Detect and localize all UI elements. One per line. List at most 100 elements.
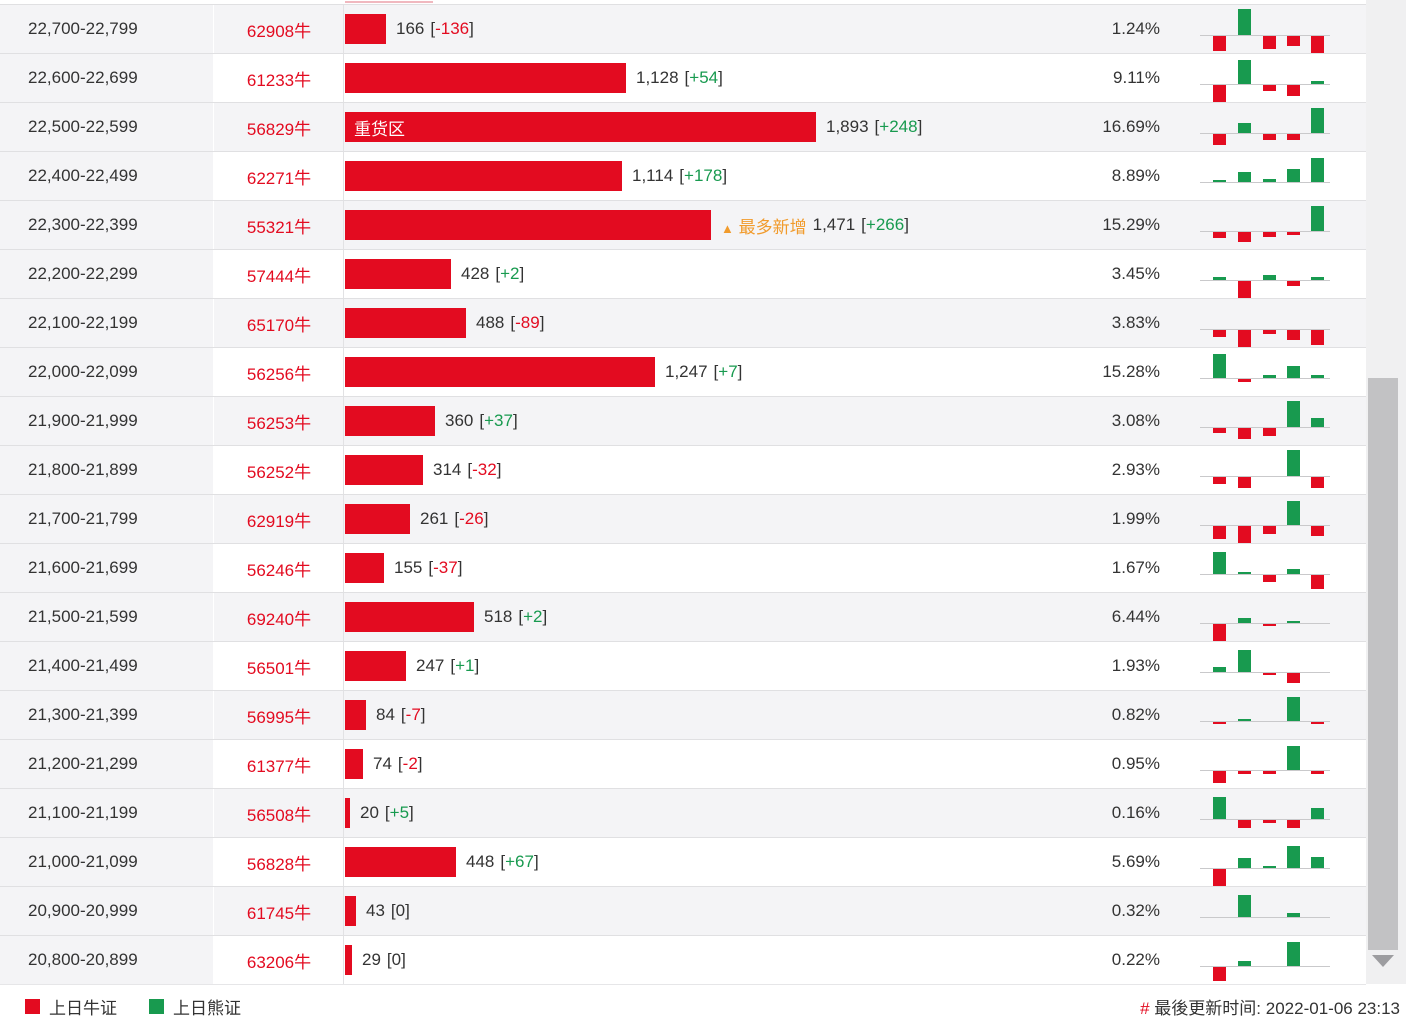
mini-bar-bear-green (1238, 858, 1251, 868)
mini-bar-bear-green (1287, 569, 1300, 574)
daily-change-value: +1 (455, 656, 475, 675)
mini-bar-bear-green (1213, 354, 1226, 378)
percent-share-cell: 2.93% (1111, 460, 1160, 479)
mini-bar-bull-red (1263, 820, 1276, 823)
bull-certificate-code: 61377牛 (215, 740, 344, 788)
history-mini-chart (1190, 348, 1350, 396)
table-row: 21,200-21,299 61377牛 74 [-2] 0.95% (0, 739, 1366, 788)
mini-chart-baseline (1200, 574, 1330, 575)
mini-bar-bull-red (1213, 869, 1226, 887)
price-range-cell: 21,500-21,599 (0, 593, 214, 641)
mini-bar-bull-red (1311, 575, 1324, 589)
bull-certificate-code: 56995牛 (215, 691, 344, 739)
mini-bar-bull-red (1238, 330, 1251, 350)
percent-share-cell: 0.22% (1111, 950, 1160, 969)
history-mini-chart (1190, 593, 1350, 643)
value-line: 1,247 [+7] (665, 362, 742, 382)
mini-bar-bear-green (1287, 942, 1300, 966)
volume-bar-cell: 1,128 [+54] (345, 54, 1060, 102)
daily-change-bracket: [+178] (679, 166, 728, 185)
mini-chart-baseline (1200, 672, 1330, 673)
vertical-scrollbar-track[interactable] (1366, 0, 1406, 984)
legend: 上日牛证 上日熊证 (25, 994, 241, 1019)
outstanding-quantity-value: 428 (461, 264, 490, 283)
mini-bar-bull-red (1238, 379, 1251, 382)
mini-bar-bull-red (1287, 820, 1300, 828)
mini-bar-bear-green (1213, 552, 1226, 574)
mini-bar-bull-red (1287, 232, 1300, 235)
table-row: 22,100-22,199 65170牛 488 [-89] 3.83% (0, 298, 1366, 350)
volume-bar-cell: 重货区 1,893 [+248] (345, 103, 1060, 151)
table-row: 22,300-22,399 55321牛 ▲ 最多新增 1,471 [+266] 15.2… (0, 200, 1366, 249)
percent-share-cell: 3.08% (1111, 411, 1160, 430)
value-line: 1,128 [+54] (636, 68, 723, 88)
daily-change-bracket: [+67] (500, 852, 539, 871)
volume-bar (345, 651, 406, 681)
price-range-cell: 22,500-22,599 (0, 103, 214, 151)
bull-certificate-code: 62919牛 (215, 495, 344, 543)
daily-change-value: -32 (472, 460, 497, 479)
mini-bar-bear-green (1238, 961, 1251, 966)
outstanding-quantity-value: 74 (373, 754, 392, 773)
bull-certificate-code: 56829牛 (215, 103, 344, 151)
table-row: 22,400-22,499 62271牛 1,114 [+178] 8.89% (0, 151, 1366, 200)
table-row: 20,900-20,999 61745牛 43 [0] 0.32% (0, 886, 1366, 935)
percent-share-cell: 15.28% (1102, 362, 1160, 381)
mini-bar-bull-red (1311, 36, 1324, 54)
daily-change-bracket: [+7] (713, 362, 743, 381)
mini-bar-bull-red (1238, 820, 1251, 828)
outstanding-quantity-value: 20 (360, 803, 379, 822)
history-mini-chart (1190, 740, 1350, 788)
legend-bear-label: 上日熊证 (173, 999, 241, 1018)
mini-bar-bear-green (1311, 81, 1324, 84)
mini-bar-bull-red (1311, 330, 1324, 345)
table-rows-container: 22,700-22,799 62908牛 166 [-136] 1.24% 22,600-… (0, 4, 1366, 984)
value-line: 20 [+5] (360, 803, 414, 823)
price-range-cell: 21,100-21,199 (0, 789, 214, 837)
bull-certificate-code: 55321牛 (215, 201, 344, 249)
history-mini-chart (1190, 936, 1350, 984)
price-range-cell: 21,000-21,099 (0, 838, 214, 886)
daily-change-value: -2 (402, 754, 418, 773)
mini-bar-bear-green (1238, 572, 1251, 574)
bull-certificate-code: 56828牛 (215, 838, 344, 886)
mini-bar-bear-green (1287, 169, 1300, 182)
mini-bar-bull-red (1263, 526, 1276, 534)
mini-bar-bull-red (1287, 673, 1300, 683)
percent-share-cell: 15.29% (1102, 215, 1160, 234)
price-range-cell: 21,200-21,299 (0, 740, 214, 788)
mini-bar-bull-red (1311, 771, 1324, 774)
bear-green-swatch-icon (149, 999, 164, 1014)
bull-certificate-code: 63206牛 (215, 936, 344, 984)
bull-red-swatch-icon (25, 999, 40, 1014)
percent-share-cell: 5.69% (1111, 852, 1160, 871)
mini-bar-bull-red (1287, 85, 1300, 96)
mini-bar-bull-red (1213, 36, 1226, 51)
daily-change-bracket: [-26] (454, 509, 489, 528)
mini-chart-baseline (1200, 133, 1330, 134)
clipped-bar-remnant (345, 1, 433, 3)
daily-change-value: -26 (459, 509, 484, 528)
price-range-cell: 21,900-21,999 (0, 397, 214, 445)
scrollbar-thumb[interactable] (1368, 378, 1398, 950)
daily-change-bracket: [+2] (518, 607, 548, 626)
outstanding-quantity-value: 488 (476, 313, 505, 332)
daily-change-value: -7 (405, 705, 421, 724)
volume-bar (345, 63, 626, 93)
price-range-cell: 22,000-22,099 (0, 348, 214, 396)
history-mini-chart (1190, 838, 1350, 887)
value-line: 43 [0] (366, 901, 410, 921)
daily-change-bracket: [-32] (467, 460, 502, 479)
mini-bar-bear-green (1238, 123, 1251, 133)
table-row: 21,300-21,399 56995牛 84 [-7] 0.82% (0, 690, 1366, 739)
bull-certificate-code: 69240牛 (215, 593, 344, 641)
outstanding-quantity-value: 247 (416, 656, 445, 675)
percent-share-cell: 8.89% (1111, 166, 1160, 185)
value-line: 428 [+2] (461, 264, 524, 284)
outstanding-quantity-value: 314 (433, 460, 462, 479)
scroll-down-arrow-icon[interactable] (1372, 955, 1394, 967)
mini-chart-baseline (1200, 525, 1330, 526)
legend-bull-label: 上日牛证 (49, 999, 117, 1018)
daily-change-bracket: [-2] (397, 754, 423, 773)
